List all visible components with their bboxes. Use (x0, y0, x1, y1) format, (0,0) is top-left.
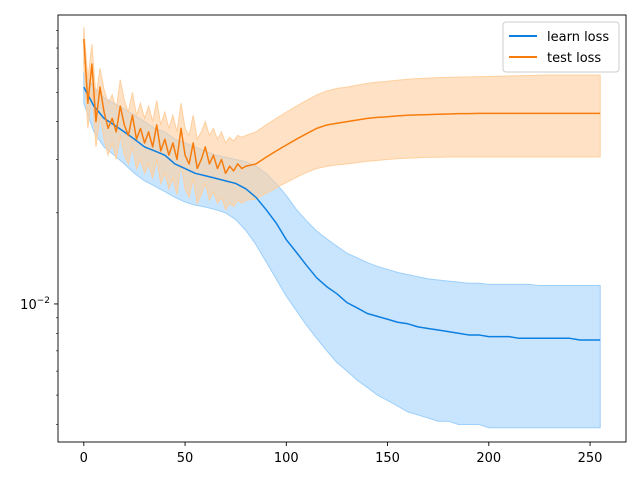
y-tick-label-exponent: −2 (37, 296, 50, 306)
x-tick-label: 0 (80, 451, 88, 466)
test-loss-line (83, 38, 601, 175)
x-tick-label: 150 (375, 451, 400, 466)
y-tick-label: 10−2 (20, 296, 50, 313)
x-tick-label: 100 (274, 451, 299, 466)
learn-loss-line (83, 86, 601, 341)
x-tick-label: 50 (177, 451, 194, 466)
test-loss-band (83, 27, 601, 211)
x-axis: 0 50 100 150 200 250 (80, 442, 603, 466)
axes-frame (57, 14, 627, 443)
legend-label-test-loss: test loss (547, 51, 601, 66)
y-tick-label-base: 10 (20, 298, 37, 313)
legend-label-learn-loss: learn loss (547, 30, 609, 45)
legend: learn loss test loss (502, 21, 620, 73)
y-axis: 10−2 (20, 30, 58, 425)
x-tick-label: 200 (476, 451, 501, 466)
x-tick-label: 250 (578, 451, 603, 466)
plot-area (83, 27, 601, 429)
legend-box (502, 21, 620, 73)
axes-border (57, 14, 627, 443)
